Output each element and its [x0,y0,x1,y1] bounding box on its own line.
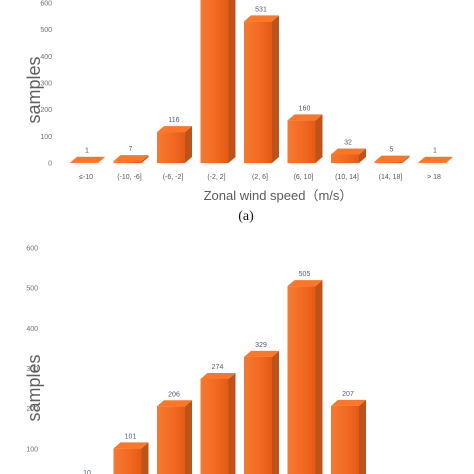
category-label: (10, 14] [335,174,359,181]
category-label: (-10, -6] [117,174,142,181]
data-label: 10 [83,470,91,474]
bar [157,126,192,163]
bar [287,114,323,163]
bar [374,155,410,163]
category-labels-a: ≤-10 (-10, -6] (-6, -2] (-2, 2] (2, 6] (6, 10… [79,174,441,181]
bar [244,350,279,474]
y-tick-label: 200 [40,107,52,114]
data-label: 531 [255,6,267,13]
bar [113,442,149,474]
y-tick-label: 0 [48,161,52,168]
category-label: ≤-10 [79,174,93,181]
data-label: 505 [299,271,311,278]
data-label: 32 [344,139,352,146]
chart-panel-a: 0 100 200 300 400 500 600 1 7 116 531 160 32 5 1 ≤-10… [24,0,453,224]
category-label: (2, 6] [252,174,268,181]
y-tick-label: 100 [26,446,38,453]
y-tick-label: 100 [40,134,52,141]
y-tick-label: 600 [40,1,52,8]
category-label: (-2, 2] [207,174,225,181]
data-label: 274 [212,364,224,371]
y-tick-label: 300 [40,81,52,88]
x-axis-label-a: Zonal wind speed（m/s） [204,188,353,203]
y-tick-labels-a: 0 100 200 300 400 500 600 [40,1,52,168]
category-label: (-6, -2] [163,174,184,181]
bar [200,372,236,474]
y-tick-label: 300 [26,366,38,373]
bar [244,15,279,164]
bars-a [70,0,453,164]
bar [331,399,366,474]
bars-b [113,280,366,474]
y-tick-label: 500 [26,286,38,293]
data-label: 116 [168,117,179,124]
y-axis-label-b: samples [24,354,44,421]
y-tick-label: 200 [26,406,38,413]
data-label: 7 [129,146,133,153]
bar [200,0,236,163]
data-label: 206 [168,391,180,398]
data-label: 1 [433,148,437,155]
y-axis-label-a: samples [24,56,44,123]
y-tick-label: 500 [40,27,52,34]
category-label: > 18 [427,174,441,181]
bar [70,156,105,163]
data-label: 101 [125,433,137,440]
category-label: (14, 18] [379,174,403,181]
bar [331,148,366,163]
bar [113,155,149,163]
y-tick-label: 400 [40,54,52,61]
data-label: 329 [255,342,267,349]
panel-caption-a: (a) [238,209,254,224]
category-label: (6, 10] [294,174,314,181]
bar [157,400,192,474]
y-tick-label: 600 [26,246,38,253]
bar [418,156,453,163]
data-label: 207 [342,391,354,398]
bar [287,280,323,474]
data-label: 1 [85,148,89,155]
data-label: 160 [299,105,311,112]
data-labels-a: 1 7 116 531 160 32 5 1 [85,6,437,154]
data-label: 5 [390,147,394,154]
y-tick-labels-b: 100 200 300 400 500 600 [26,246,38,454]
data-labels-b: 10 101 206 274 329 505 207 [83,271,354,474]
y-tick-label: 400 [26,326,38,333]
